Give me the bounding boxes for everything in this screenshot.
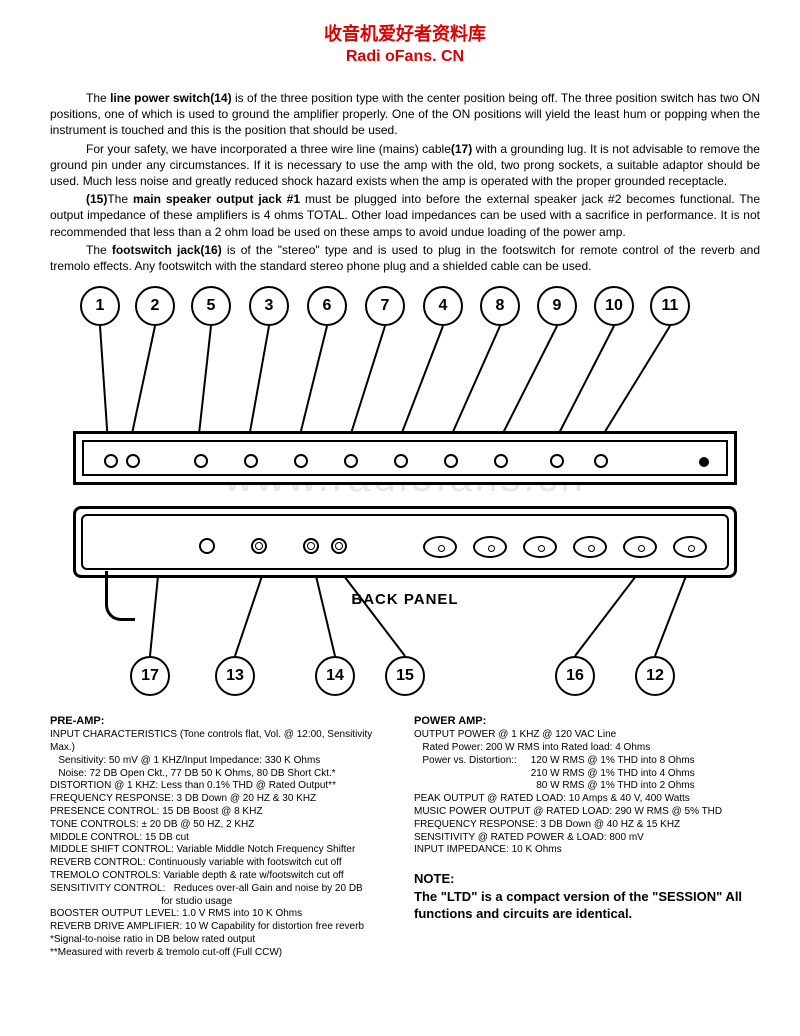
front-knob	[126, 454, 140, 468]
speaker-port	[623, 536, 657, 558]
back-jack	[303, 538, 319, 554]
power-cord	[105, 571, 135, 621]
p3-term: main speaker output jack #1	[133, 192, 300, 206]
note-body: The "LTD" is a compact version of the "S…	[414, 888, 760, 923]
front-knob	[550, 454, 564, 468]
front-knob	[194, 454, 208, 468]
front-knob	[394, 454, 408, 468]
top-callouts: 1253674891011	[55, 286, 755, 406]
specs-preamp: PRE-AMP: INPUT CHARACTERISTICS (Tone con…	[50, 714, 396, 959]
body-text-block: The line power switch(14) is of the thre…	[50, 90, 760, 274]
back-jack	[251, 538, 267, 554]
speaker-port	[473, 536, 507, 558]
speaker-port	[523, 536, 557, 558]
front-panel-inner	[82, 440, 728, 476]
panel-diagram: www.radiofans.cn 1253674891011 BACK PANE…	[55, 286, 755, 706]
note-title: NOTE:	[414, 871, 760, 888]
front-knob	[294, 454, 308, 468]
front-knob	[444, 454, 458, 468]
front-knob	[594, 454, 608, 468]
front-panel	[73, 431, 737, 485]
front-knob	[244, 454, 258, 468]
p4-prefix: The	[86, 243, 112, 257]
front-knob	[344, 454, 358, 468]
bottom-callouts: 171314151612	[55, 611, 755, 711]
header-chinese: 收音机爱好者资料库	[50, 20, 760, 46]
paragraph-3: (15)The main speaker output jack #1 must…	[50, 191, 760, 240]
paragraph-1: The line power switch(14) is of the thre…	[50, 90, 760, 139]
speaker-port	[673, 536, 707, 558]
paragraph-4: The footswitch jack(16) is of the "stere…	[50, 242, 760, 274]
p3-prefix: The	[107, 192, 133, 206]
speaker-port	[573, 536, 607, 558]
preamp-title: PRE-AMP:	[50, 714, 396, 728]
p2-prefix: For your safety, we have incorporated a …	[86, 142, 451, 156]
p1-term: line power switch(14)	[110, 91, 232, 105]
speaker-port	[423, 536, 457, 558]
p4-term: footswitch jack(16)	[112, 243, 222, 257]
back-jack	[199, 538, 215, 554]
p1-prefix: The	[86, 91, 110, 105]
p2-ref: (17)	[451, 142, 472, 156]
paragraph-2: For your safety, we have incorporated a …	[50, 141, 760, 190]
front-knob	[494, 454, 508, 468]
back-jack	[331, 538, 347, 554]
front-knob	[104, 454, 118, 468]
note-box: NOTE: The "LTD" is a compact version of …	[414, 871, 760, 923]
callout-lead	[55, 556, 755, 706]
specs-poweramp: POWER AMP: OUTPUT POWER @ 1 KHZ @ 120 VA…	[414, 714, 760, 959]
p3-ref: (15)	[86, 192, 107, 206]
header-url: Radi oFans. CN	[50, 48, 760, 66]
preamp-body: INPUT CHARACTERISTICS (Tone controls fla…	[50, 729, 396, 959]
pilot-light	[699, 457, 709, 467]
poweramp-body: OUTPUT POWER @ 1 KHZ @ 120 VAC Line Rate…	[414, 729, 760, 857]
poweramp-title: POWER AMP:	[414, 714, 760, 728]
specs-block: PRE-AMP: INPUT CHARACTERISTICS (Tone con…	[50, 714, 760, 959]
